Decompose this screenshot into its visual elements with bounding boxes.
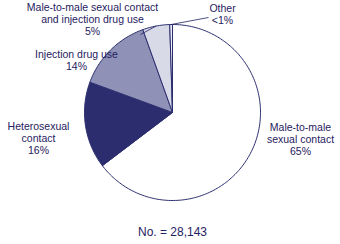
- svg-text:No. = 28,143: No. = 28,143: [138, 225, 207, 239]
- svg-text:Other<1%: Other<1%: [209, 2, 236, 26]
- svg-text:Heterosexualcontact16%: Heterosexualcontact16%: [8, 120, 70, 156]
- svg-text:Male-to-malesexual contact65%: Male-to-malesexual contact65%: [267, 121, 334, 157]
- svg-text:Male-to-male sexual contactand: Male-to-male sexual contactand injection…: [27, 1, 158, 37]
- svg-text:Injection drug use14%: Injection drug use14%: [35, 48, 118, 72]
